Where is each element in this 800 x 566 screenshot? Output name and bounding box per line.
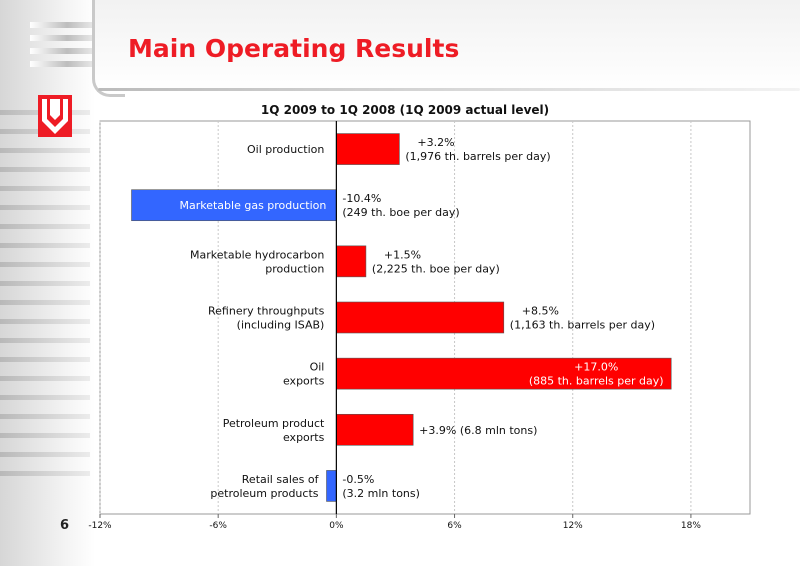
header-decoration bbox=[30, 22, 92, 74]
x-tick-label: 12% bbox=[563, 521, 583, 531]
header-curve bbox=[92, 0, 125, 97]
lukoil-logo-icon bbox=[38, 95, 72, 137]
category-label: Marketable hydrocarbon production bbox=[190, 248, 324, 275]
bar bbox=[131, 189, 337, 222]
data-label: -0.5% (3.2 mln tons) bbox=[342, 473, 420, 500]
x-tick-label: 18% bbox=[681, 521, 701, 531]
category-label: Marketable gas production bbox=[179, 199, 326, 212]
chart-title: 1Q 2009 to 1Q 2008 (1Q 2009 actual level… bbox=[261, 103, 549, 117]
x-tick-label: 0% bbox=[329, 521, 344, 531]
category-label: Petroleum product exports bbox=[223, 417, 325, 444]
category-label: Oil production bbox=[247, 143, 324, 156]
data-label: -10.4% (249 th. boe per day) bbox=[342, 192, 459, 219]
bar bbox=[336, 413, 414, 446]
bar bbox=[336, 245, 367, 278]
sidebar-decoration bbox=[0, 110, 90, 490]
data-label: +1.5% (2,225 th. boe per day) bbox=[372, 248, 500, 275]
category-label: Refinery throughputs (including ISAB) bbox=[208, 305, 325, 332]
category-label: Oil exports bbox=[283, 361, 325, 388]
x-tick-label: 6% bbox=[447, 521, 462, 531]
header-divider bbox=[98, 88, 800, 91]
bar bbox=[336, 133, 400, 165]
x-tick-label: -6% bbox=[209, 521, 227, 531]
page-title: Main Operating Results bbox=[128, 34, 460, 63]
data-label: +3.9% (6.8 mln tons) bbox=[419, 424, 537, 437]
page-number: 6 bbox=[60, 518, 70, 533]
category-label: Retail sales of petroleum products bbox=[210, 473, 319, 500]
bar bbox=[336, 301, 505, 334]
header-background bbox=[0, 0, 800, 92]
data-label: +8.5% (1,163 th. barrels per day) bbox=[510, 305, 655, 332]
data-label: +3.2% (1,976 th. barrels per day) bbox=[405, 136, 550, 163]
data-label: +17.0% (885 th. barrels per day) bbox=[529, 361, 664, 388]
x-tick-label: -12% bbox=[88, 521, 112, 531]
bar bbox=[326, 470, 337, 502]
